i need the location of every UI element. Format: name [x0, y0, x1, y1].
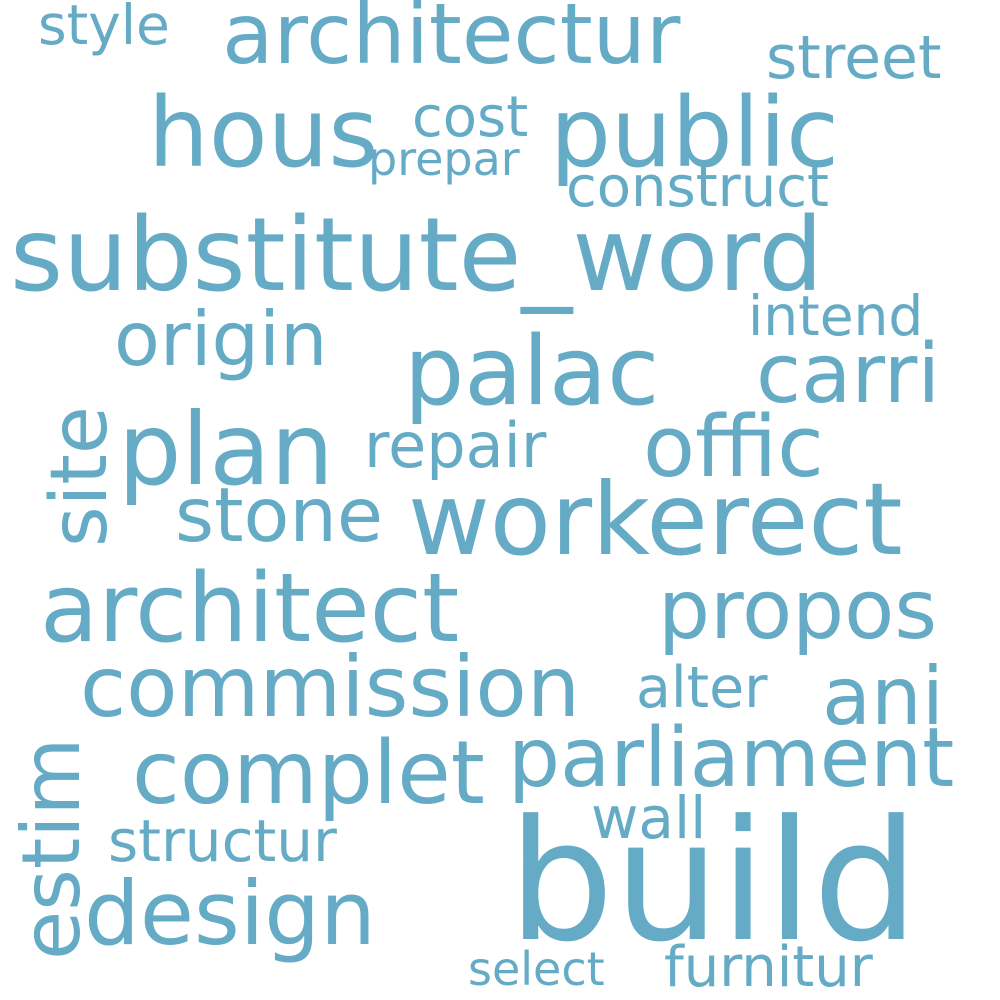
word-substitute_word: substitute_word	[10, 196, 824, 315]
word-carri: carri	[756, 327, 941, 422]
word-plan: plan	[118, 391, 334, 508]
word-intend: intend	[748, 284, 924, 348]
word-stone: stone	[175, 471, 384, 559]
word-design: design	[84, 862, 376, 965]
word-prepar: prepar	[368, 132, 520, 186]
word-offic: offic	[643, 398, 824, 497]
word-furnitur: furnitur	[664, 935, 873, 1000]
word-repair: repair	[364, 409, 547, 482]
word-build: build	[508, 785, 919, 979]
word-architectur: architectur	[222, 0, 681, 83]
word-cost: cost	[412, 85, 529, 150]
word-parliament: parliament	[508, 711, 955, 806]
word-structur: structur	[108, 807, 337, 875]
word-commission: commission	[80, 638, 581, 736]
word-construct: construct	[566, 155, 829, 220]
word-hous: hous	[148, 77, 379, 189]
word-architect: architect	[40, 554, 460, 664]
word-origin: origin	[114, 295, 328, 383]
word-palac: palac	[404, 317, 660, 427]
word-alter: alter	[636, 655, 768, 721]
word-public: public	[550, 77, 839, 189]
word-propos: propos	[658, 563, 938, 658]
word-workerect: workerect	[408, 461, 903, 578]
word-style: style	[38, 0, 170, 57]
word-complet: complet	[132, 722, 485, 824]
word-site: site	[35, 406, 125, 547]
word-wall: wall	[591, 784, 707, 852]
word-ani: ani	[822, 650, 944, 743]
word-select: select	[468, 942, 605, 996]
word-estim: estim	[5, 737, 98, 960]
word-street: street	[766, 23, 942, 93]
